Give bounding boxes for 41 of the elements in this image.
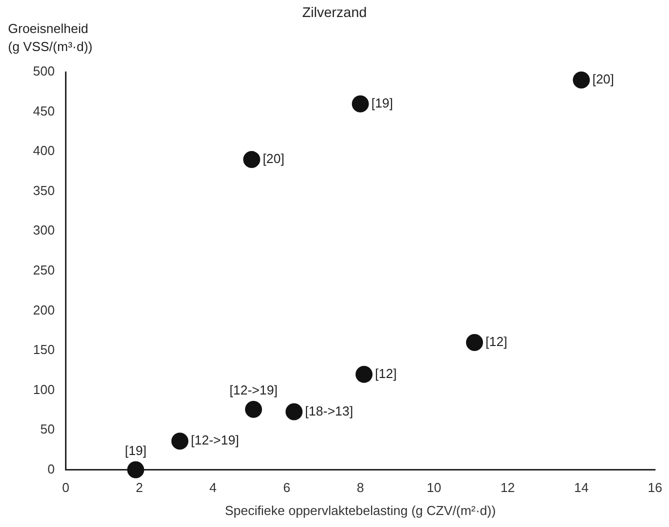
y-tick-label: 400 <box>32 143 55 158</box>
point <box>352 95 369 112</box>
point <box>572 71 590 88</box>
y-tick-label: 0 <box>47 461 55 476</box>
x-tick-label: 6 <box>283 480 290 496</box>
point <box>356 366 373 383</box>
point <box>171 432 188 450</box>
annotation: [19] <box>371 95 394 110</box>
annotation: [12] <box>375 366 397 381</box>
y-tick-label: 50 <box>40 422 55 437</box>
annotation: [20] <box>262 151 284 166</box>
annotation: [19] <box>124 442 147 458</box>
x-axis-title: Specifieke oppervlaktebelasting (g CZV/(m²·d)) <box>224 502 496 518</box>
y-tick-label: 450 <box>32 103 55 118</box>
y-tick-label: 100 <box>32 382 55 397</box>
point <box>286 403 303 420</box>
point <box>245 400 262 418</box>
y-tick-label: 150 <box>32 342 55 358</box>
point <box>243 151 260 168</box>
x-tick-label: 8 <box>356 480 364 496</box>
x-tick-label: 10 <box>426 480 442 496</box>
y-tick-label: 350 <box>32 182 55 198</box>
x-tick-label: 0 <box>62 480 70 496</box>
annotation: [20] <box>592 72 614 87</box>
annotation: [12->19] <box>190 432 239 448</box>
chart-title: Zilverzand <box>301 4 368 20</box>
x-tick-label: 12 <box>500 480 515 496</box>
annotation: [12->19] <box>229 382 278 398</box>
y-tick-label: 250 <box>32 262 55 278</box>
y-axis-title: Groeisnelheid (g VSS/(m³·d)) <box>8 20 92 56</box>
point <box>127 461 144 478</box>
x-tick-label: 2 <box>136 480 143 496</box>
x-tick-label: 16 <box>648 480 662 496</box>
annotation: [18->13] <box>305 403 354 418</box>
y-tick-label: 500 <box>32 64 55 79</box>
y-tick-label: 300 <box>32 222 55 238</box>
point <box>466 334 484 352</box>
x-tick-label: 4 <box>209 480 217 496</box>
annotation: [12] <box>486 334 508 350</box>
x-tick-label: 14 <box>574 480 589 496</box>
y-tick-label: 200 <box>32 302 55 318</box>
